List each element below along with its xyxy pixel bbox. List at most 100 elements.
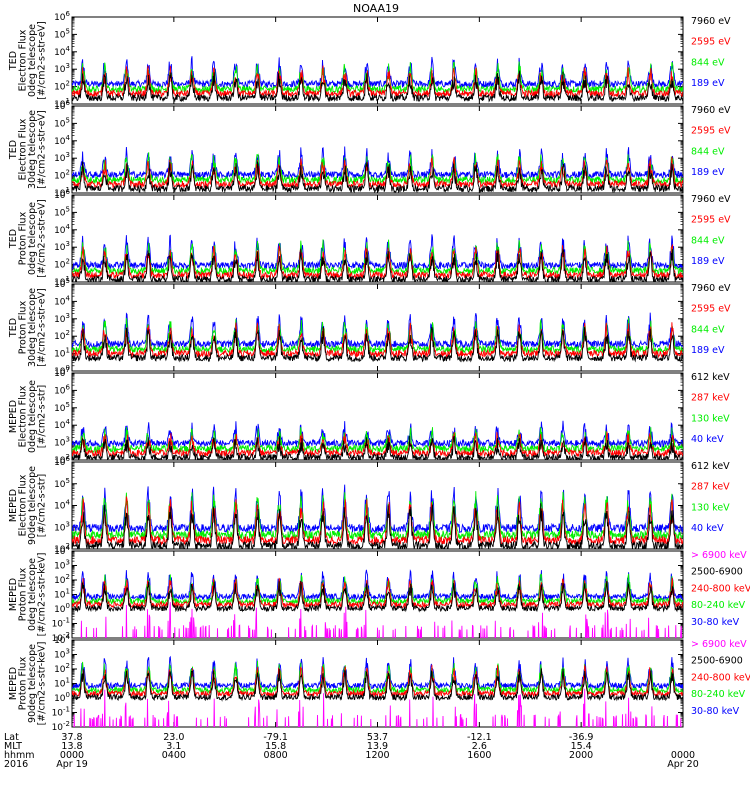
legend-entry: 80-240 keV: [691, 600, 746, 611]
y-tick-label: 102: [54, 258, 70, 271]
legend-entry: 189 eV: [691, 167, 725, 178]
y-tick-label: 105: [54, 116, 70, 129]
legend-entry: 189 eV: [691, 256, 725, 267]
x-tick-label-hhmm: 2000: [569, 750, 593, 761]
y-tick-label: 105: [54, 205, 70, 218]
series-trace: [72, 573, 683, 606]
y-tick-label: 103: [54, 62, 70, 75]
y-tick-label: 102: [54, 169, 70, 182]
y-axis-label-line: 90deg telescope: [27, 466, 38, 545]
y-axis-label-line: [#/cm2-s-str]: [37, 385, 48, 448]
x-tick-label-lat: -79.1: [263, 732, 288, 743]
x-tick-label-hhmm: 1600: [467, 750, 491, 761]
y-axis-label-line: Proton Flux: [18, 300, 29, 354]
legend-entry: 612 keV: [691, 461, 730, 472]
y-tick-label: 103: [54, 436, 70, 449]
legend-entry: 30-80 keV: [691, 706, 740, 717]
y-tick-label: 103: [54, 240, 70, 253]
x-tick-label-lat: 53.7: [367, 732, 388, 743]
y-axis-label: MEPEDElectron Flux0deg telescope[#/cm2-s…: [8, 380, 48, 453]
figure-title: NOAA19: [353, 2, 399, 15]
series-trace: [72, 317, 683, 355]
legend-entry: 2595 eV: [691, 37, 731, 48]
x-tick-label-hhmm: 0000: [60, 750, 84, 761]
legend-entry: 844 eV: [691, 235, 725, 246]
y-axis-label-line: [#/cm2-s-str-eV]: [37, 21, 48, 100]
legend-entry: 2595 eV: [691, 215, 731, 226]
y-axis-label: MEPEDElectron Flux90deg telescope[#/cm2-…: [8, 466, 48, 545]
y-tick-label: 106: [54, 10, 70, 23]
legend-entry: 287 keV: [691, 393, 730, 404]
legend-entry: > 6900 keV: [691, 639, 747, 650]
data-traces: [72, 420, 683, 460]
y-axis-label-line: Electron Flux: [18, 118, 29, 180]
x-tick-label-mlt: 3.1: [166, 741, 181, 752]
y-tick-label: 103: [54, 648, 70, 661]
x-tick-label-mlt: 2.6: [472, 741, 487, 752]
x-row-label: MLT: [4, 741, 22, 752]
series-trace: [72, 156, 683, 189]
x-tick-label-mlt: 13.9: [367, 741, 388, 752]
y-axis-label-line: MEPED: [8, 489, 19, 522]
y-tick-label: 100: [54, 602, 70, 615]
data-traces: [72, 234, 683, 282]
legend-entry: 7960 eV: [691, 194, 731, 205]
x-tick-label-mlt: 15.8: [265, 741, 286, 752]
series-trace: [72, 660, 683, 695]
y-tick-label: 104: [54, 223, 70, 236]
legend-entry: 30-80 keV: [691, 617, 740, 628]
series-trace: [72, 503, 683, 549]
x-tick-label-lat: 23.0: [163, 732, 184, 743]
x-tick-label-mlt: 15.4: [571, 741, 592, 752]
series-trace: [72, 420, 683, 449]
y-axis-label-line: Proton Flux: [18, 567, 29, 621]
y-tick-label: 101: [54, 588, 70, 601]
y-axis-label-line: Proton Flux: [18, 656, 29, 710]
data-traces: [72, 312, 683, 363]
y-axis-label-line: TED: [8, 318, 19, 338]
series-trace: [80, 602, 683, 638]
y-tick-label: 104: [54, 294, 70, 307]
x-tick-label-hhmm: 1200: [365, 750, 389, 761]
y-tick-label: 100: [54, 691, 70, 704]
y-axis-label-line: 0deg telescope: [27, 558, 38, 631]
legend-entry: 240-800 keV: [691, 583, 750, 594]
y-tick-label: 104: [54, 45, 70, 58]
y-axis-label: TEDElectron Flux0deg telescope[#/cm2-s-s…: [8, 21, 48, 100]
y-axis-label: TEDProton Flux30deg telescope[#/cm2-s-st…: [8, 288, 48, 367]
series-trace: [72, 668, 683, 702]
y-axis-label-line: 0deg telescope: [27, 380, 38, 453]
series-trace: [72, 435, 683, 460]
y-axis-label-line: 30deg telescope: [27, 110, 38, 189]
y-axis-label: TEDProton Flux0deg telescope[#/cm2-s-str…: [8, 199, 48, 278]
legend-entry: 287 keV: [691, 482, 730, 493]
y-tick-label: 104: [54, 499, 70, 512]
data-traces: [72, 146, 683, 193]
legend-entry: 7960 eV: [691, 283, 731, 294]
series-trace: [72, 484, 683, 534]
legend-entry: 2595 eV: [691, 304, 731, 315]
y-tick-label: 102: [54, 329, 70, 342]
series-trace: [72, 426, 683, 454]
y-axis-label-line: 0deg telescope: [27, 24, 38, 97]
y-tick-label: 101: [54, 677, 70, 690]
x-row-label: Lat: [4, 732, 19, 743]
data-traces: [72, 56, 683, 103]
y-axis-label: MEPEDProton Flux0deg telescope[#/cm2-s-s…: [8, 553, 48, 637]
y-axis-label-line: Proton Flux: [18, 211, 29, 265]
y-tick-label: 10-1: [52, 706, 70, 719]
y-tick-label: 103: [54, 520, 70, 533]
x-tick-label-lat: 37.8: [61, 732, 82, 743]
y-axis-label-line: Electron Flux: [18, 385, 29, 447]
y-tick-label: 10-1: [52, 617, 70, 630]
x-tick-label-lat: -36.9: [569, 732, 594, 743]
y-axis-label-line: MEPED: [8, 578, 19, 611]
legend-entry: 40 keV: [691, 523, 724, 534]
legend-entry: 80-240 keV: [691, 689, 746, 700]
